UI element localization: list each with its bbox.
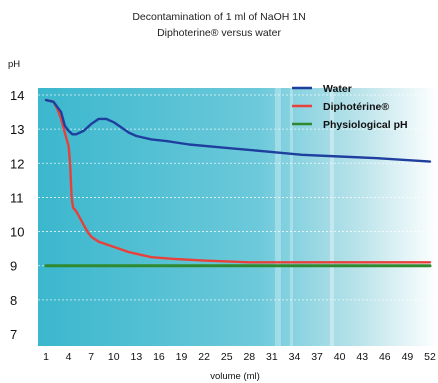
x-tick-label-22: 22 [198, 351, 210, 363]
y-tick-label-9: 9 [10, 259, 17, 274]
x-tick-label-13: 13 [131, 351, 143, 363]
x-tick-label-40: 40 [334, 351, 346, 363]
x-tick-label-25: 25 [221, 351, 233, 363]
x-tick-label-7: 7 [88, 351, 94, 363]
chart-subtitle: Diphoterine® versus water [157, 27, 281, 39]
x-tick-label-1: 1 [43, 351, 49, 363]
x-tick-label-31: 31 [266, 351, 278, 363]
y-tick-label-11: 11 [10, 190, 24, 205]
legend-label-water: Water [323, 83, 352, 95]
series-line-diphot-rine [44, 98, 432, 264]
x-tick-label-49: 49 [402, 351, 414, 363]
x-tick-label-37: 37 [311, 351, 323, 363]
series-line-water [44, 98, 432, 163]
series-group [44, 98, 432, 268]
y-tick-label-14: 14 [10, 88, 24, 103]
legend: Water Diphotérine® Physiological pH [292, 83, 408, 131]
x-tick-label-28: 28 [243, 351, 255, 363]
y-axis-label: pH [8, 59, 20, 70]
plot-background [38, 88, 438, 346]
y-tick-label-12: 12 [10, 156, 24, 171]
legend-label-physiological-ph: Physiological pH [323, 119, 408, 131]
x-axis-ticks: 1 4 7 10 13 16 19 22 25 28 31 34 37 40 43 46 49 52 [43, 351, 436, 363]
x-tick-label-10: 10 [108, 351, 120, 363]
x-tick-label-43: 43 [356, 351, 368, 363]
x-tick-label-52: 52 [424, 351, 436, 363]
x-axis-label: volume (ml) [210, 371, 260, 382]
y-axis-ticks: 7 8 9 10 11 12 13 14 [10, 88, 24, 342]
x-tick-label-19: 19 [176, 351, 188, 363]
y-tick-label-13: 13 [10, 122, 24, 137]
x-tick-label-4: 4 [66, 351, 72, 363]
chart-title: Decontamination of 1 ml of NaOH 1N [132, 11, 305, 23]
legend-label-diphot-rine: Diphotérine® [323, 101, 389, 113]
plot-streaks [275, 88, 334, 346]
y-tick-label-7: 7 [10, 327, 17, 342]
x-tick-label-46: 46 [379, 351, 391, 363]
x-tick-label-34: 34 [289, 351, 301, 363]
y-tick-label-10: 10 [10, 225, 24, 240]
y-tick-label-8: 8 [10, 293, 17, 308]
x-tick-label-16: 16 [153, 351, 165, 363]
